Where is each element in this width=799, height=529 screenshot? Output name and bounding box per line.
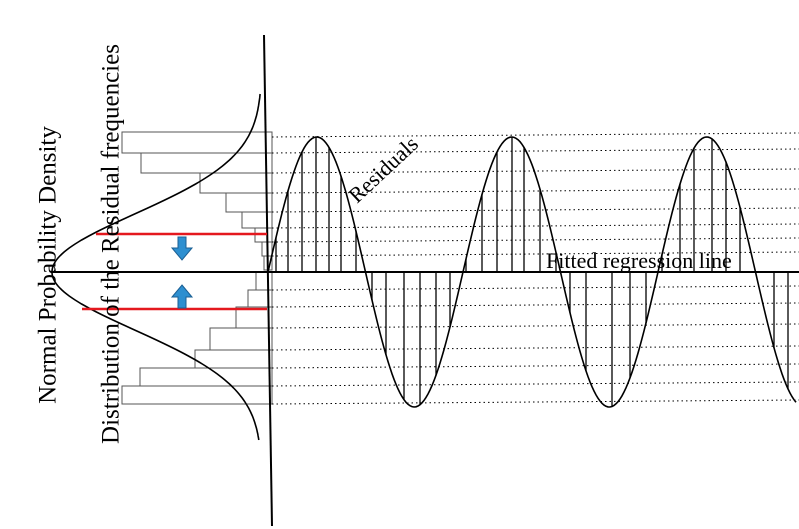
residual-histogram [121,131,273,405]
histogram-bar [209,327,273,351]
dotted-level-line [271,285,799,291]
normal-density-label: Normal Probability Density [35,126,62,404]
histogram-bar [194,349,273,369]
dotted-level-line [271,399,799,405]
residual-curve [267,136,797,408]
dotted-level-line [271,237,799,243]
residual-stems [275,137,789,407]
dotted-level-line [271,363,799,369]
dotted-level-line [271,323,799,329]
histogram-bar [255,271,273,291]
histogram-bar [140,152,273,174]
histogram-bar [199,172,273,194]
dotted-level-line [271,302,799,308]
dotted-level-line [271,345,799,351]
arrow-up-icon [170,284,194,309]
dotted-level-line [271,132,799,138]
histogram-bar [225,192,273,213]
residual-distribution-label: Distribution of the Residual frequencies [98,44,125,444]
fitted-regression-line-label: Fitted regression line [546,248,732,273]
dotted-level-line [271,223,799,229]
histogram-bar [139,367,273,387]
residuals-label: Residuals [343,131,423,208]
y-axis-line [263,34,273,527]
normal-density-curve [51,93,261,441]
histogram-bar [121,385,273,405]
dotted-level-line [271,381,799,387]
arrow-down-icon [170,236,194,261]
